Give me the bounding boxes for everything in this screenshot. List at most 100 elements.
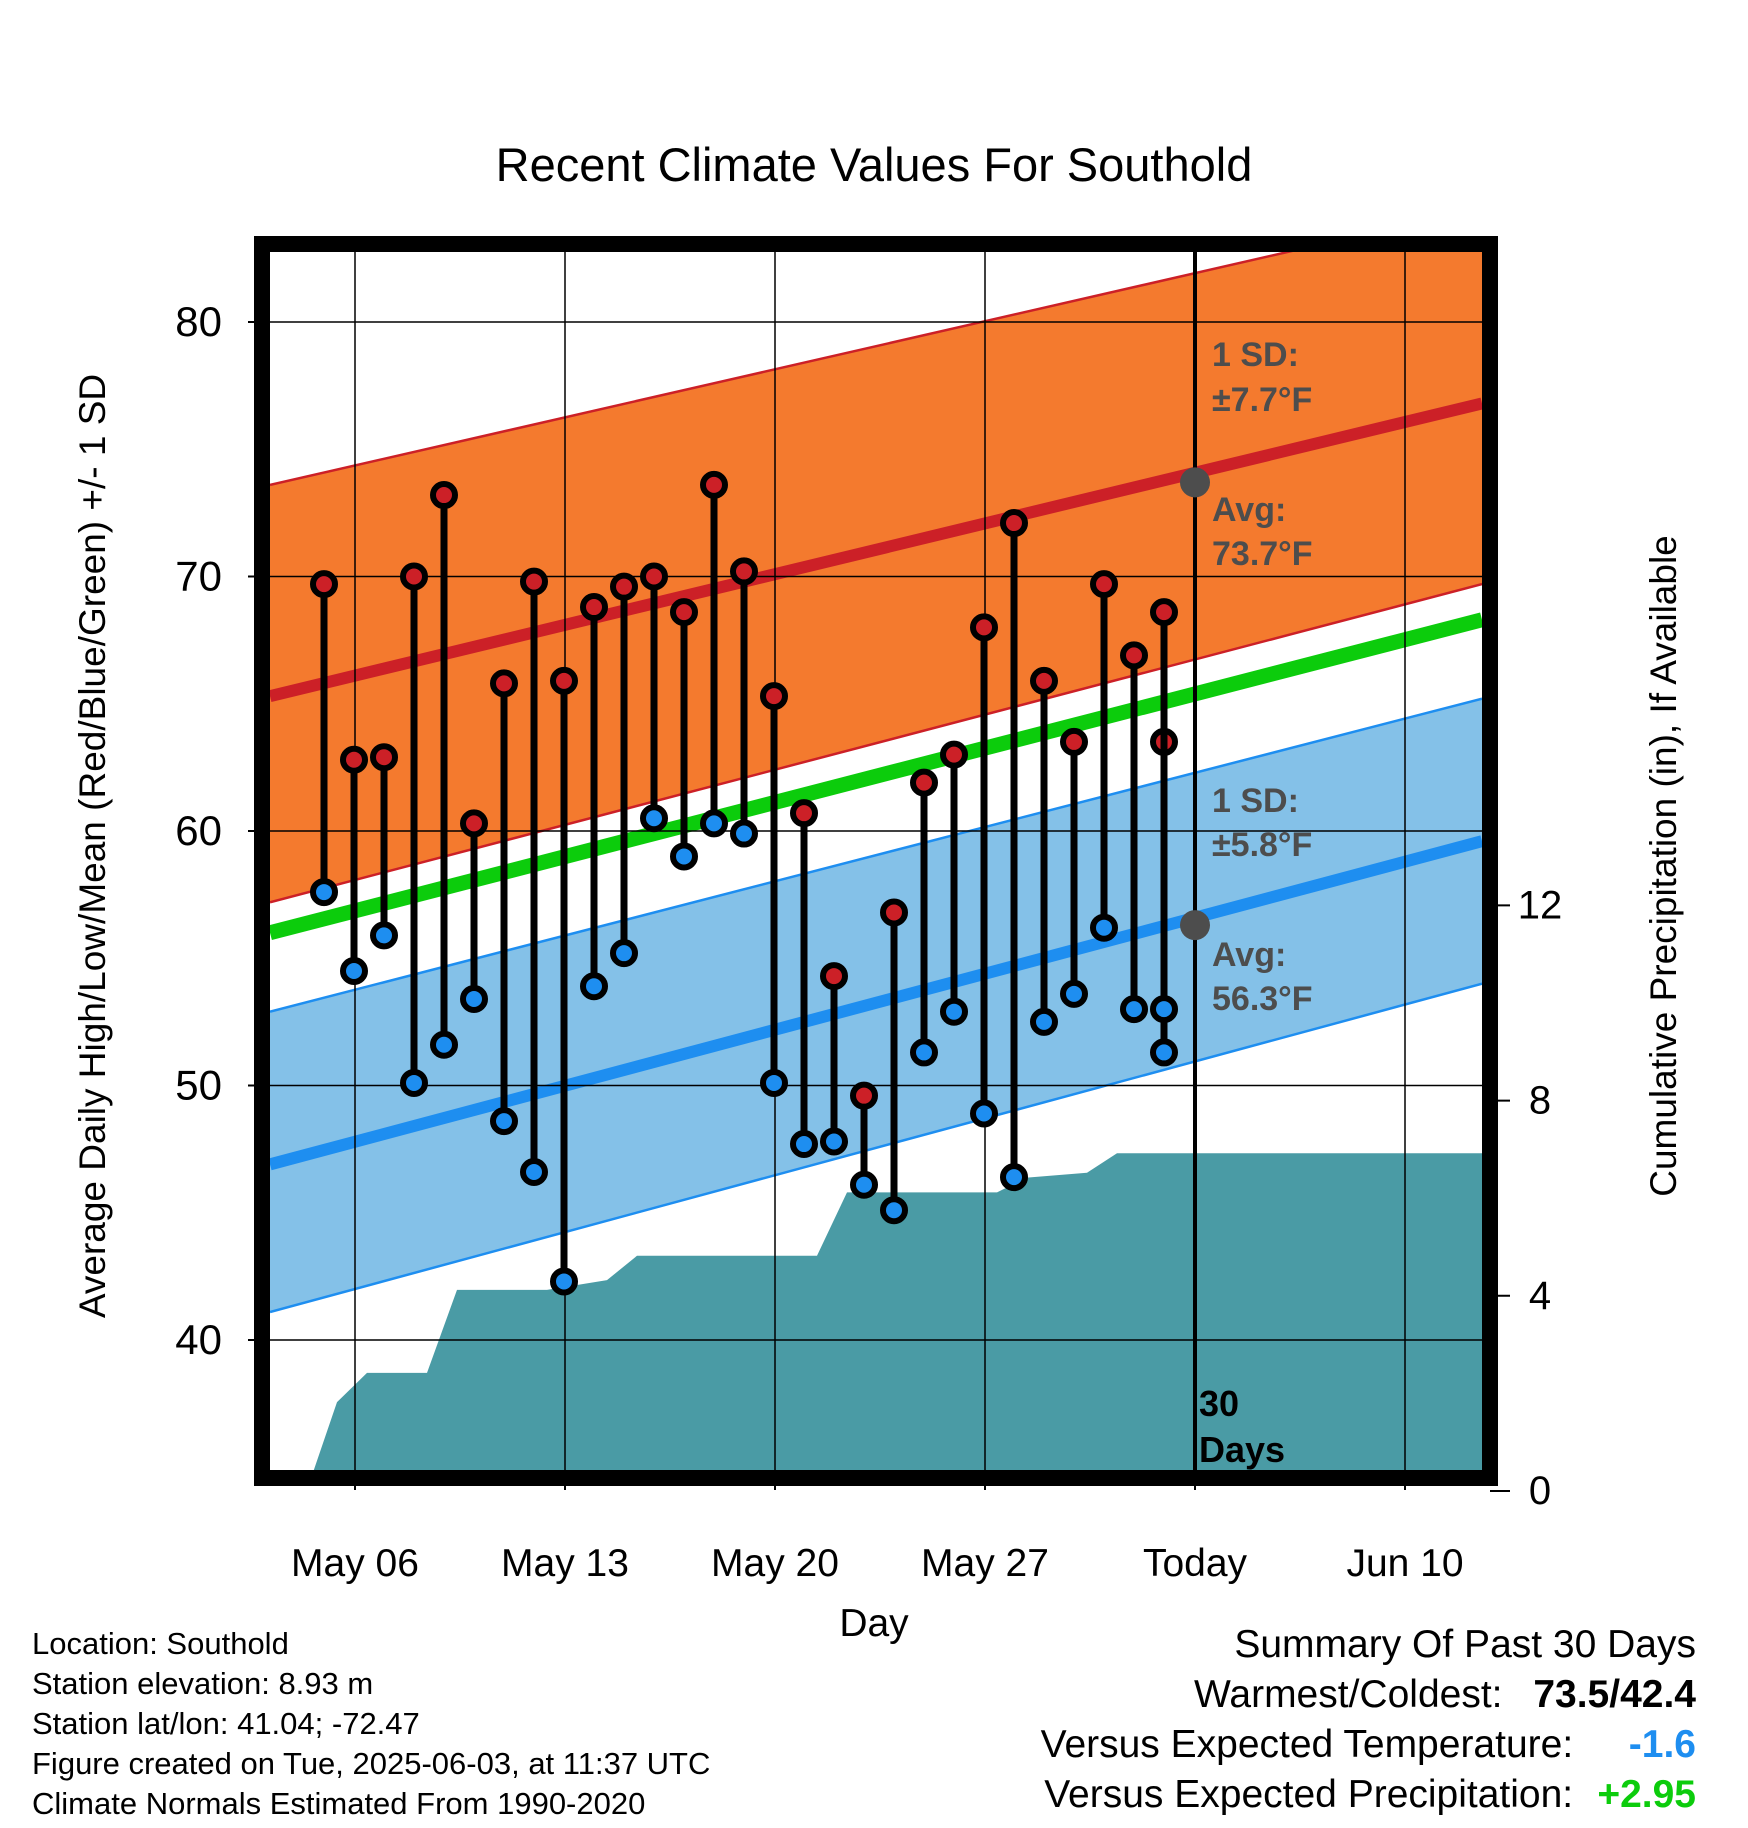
high-sd-band-upper: [270, 250, 1302, 487]
daily-high-point: [1060, 727, 1088, 756]
precip-departure-value: +2.95: [1597, 1773, 1696, 1816]
daily-low-point: [1090, 913, 1118, 942]
low-avg-label: Avg:: [1212, 936, 1286, 974]
high-avg-label: Avg:: [1212, 491, 1286, 529]
daily-high-point: [1090, 570, 1118, 599]
daily-low-point: [1000, 1163, 1028, 1192]
daily-high-point: [370, 743, 398, 772]
daily-high-point: [670, 598, 698, 627]
daily-low-point: [1150, 995, 1178, 1024]
daily-low-point: [760, 1068, 788, 1097]
low-avg-line: [270, 835, 1482, 1171]
daily-low-point: [790, 1130, 818, 1159]
daily-high-point: [310, 570, 338, 599]
y-axis-label-left: Average Daily High/Low/Mean (Red/Blue/Gr…: [72, 374, 113, 1318]
right-tick-label: 8: [1529, 1079, 1551, 1123]
high-sd-value: ±7.7°F: [1212, 381, 1312, 419]
daily-high-point: [970, 613, 998, 642]
daily-low-point: [550, 1267, 578, 1296]
daily-low-point: [1030, 1007, 1058, 1036]
daily-low-point: [970, 1099, 998, 1128]
warmest-coldest-label: Warmest/Coldest:: [1194, 1673, 1503, 1716]
y-tick-label: 80: [175, 298, 222, 345]
x-tick-label: May 13: [501, 1542, 629, 1585]
today-low-avg-dot: [1180, 910, 1210, 941]
daily-low-point: [880, 1196, 908, 1225]
right-tick-label: 4: [1529, 1274, 1551, 1318]
warmest-coldest-row: Warmest/Coldest: 73.5/42.4: [1194, 1673, 1696, 1716]
daily-high-point: [910, 768, 938, 797]
location-text: Location: Southold: [32, 1626, 289, 1661]
created-text: Figure created on Tue, 2025-06-03, at 11…: [32, 1746, 711, 1781]
precip-area: [313, 1153, 1482, 1470]
precip-departure-row: Versus Expected Precipitation: +2.95: [1041, 1770, 1696, 1820]
daily-high-point: [1030, 666, 1058, 695]
daily-high-point: [760, 682, 788, 711]
station-info: Location: Southold Station elevation: 8.…: [32, 1624, 710, 1824]
warmest-value: 73.5: [1533, 1673, 1610, 1716]
daily-low-point: [580, 972, 608, 1001]
low-sd-value: ±5.8°F: [1212, 826, 1312, 864]
daily-high-point: [550, 666, 578, 695]
daily-low-point: [640, 804, 668, 833]
daily-low-point: [940, 997, 968, 1026]
daily-low-point: [490, 1107, 518, 1136]
x-tick-label: May 06: [291, 1542, 419, 1585]
x-tick-label: Today: [1143, 1542, 1248, 1585]
right-tick-label: 12: [1518, 883, 1563, 927]
daily-high-point: [850, 1081, 878, 1110]
plot-area: [270, 250, 1482, 1470]
high-sd-label: 1 SD:: [1212, 336, 1299, 374]
y-tick-label: 70: [175, 553, 222, 600]
right-tick-label: 0: [1529, 1469, 1551, 1513]
daily-low-point: [370, 921, 398, 950]
normals-text: Climate Normals Estimated From 1990-2020: [32, 1786, 646, 1821]
summary-panel: Summary Of Past 30 Days Warmest/Coldest:…: [1041, 1620, 1696, 1820]
daily-high-point: [340, 745, 368, 774]
daily-low-point: [820, 1127, 848, 1156]
daily-low-point: [610, 939, 638, 968]
y-tick-label: 60: [175, 807, 222, 854]
temp-departure-label: Versus Expected Temperature:: [1040, 1723, 1574, 1766]
daily-low-point: [460, 984, 488, 1013]
y-tick-label: 50: [175, 1062, 222, 1109]
chart-title: Recent Climate Values For Southold: [496, 138, 1253, 191]
daily-high-point: [820, 962, 848, 991]
high-avg-value: 73.7°F: [1212, 535, 1313, 573]
daily-low-point: [520, 1158, 548, 1187]
daily-low-point: [850, 1170, 878, 1199]
y-axis-label-right: Cumulative Precipitation (in), If Availa…: [1643, 535, 1684, 1197]
daily-low-point: [670, 842, 698, 871]
latlon-text: Station lat/lon: 41.04; -72.47: [32, 1706, 420, 1741]
daily-high-point: [1000, 509, 1028, 538]
elevation-text: Station elevation: 8.93 m: [32, 1666, 374, 1701]
daily-low-point: [340, 956, 368, 985]
daily-low-point: [310, 878, 338, 907]
daily-high-point: [490, 669, 518, 698]
today-high-avg-dot: [1180, 467, 1210, 498]
daily-low-point: [730, 819, 758, 848]
daily-low-point: [1150, 1038, 1178, 1067]
daily-low-point: [700, 809, 728, 838]
daily-high-point: [460, 809, 488, 838]
daily-high-point: [1120, 641, 1148, 670]
daily-high-point: [580, 593, 608, 622]
x-tick-label: Jun 10: [1346, 1542, 1463, 1585]
y-tick-label: 40: [175, 1316, 222, 1363]
daily-high-point: [790, 799, 818, 828]
daily-high-point: [520, 567, 548, 596]
precip-departure-label: Versus Expected Precipitation:: [1044, 1773, 1574, 1816]
daily-high-point: [640, 562, 668, 591]
x-axis-label: Day: [839, 1602, 909, 1645]
days-word-label: Days: [1199, 1429, 1285, 1470]
daily-low-point: [910, 1038, 938, 1067]
low-avg-value: 56.3°F: [1212, 980, 1313, 1018]
daily-low-point: [430, 1030, 458, 1059]
temp-departure-value: -1.6: [1628, 1723, 1696, 1766]
x-tick-label: May 27: [921, 1542, 1049, 1585]
daily-low-point: [1060, 979, 1088, 1008]
days-count-label: 30: [1199, 1383, 1239, 1424]
high-avg-line: [270, 397, 1482, 702]
daily-high-point: [880, 898, 908, 927]
